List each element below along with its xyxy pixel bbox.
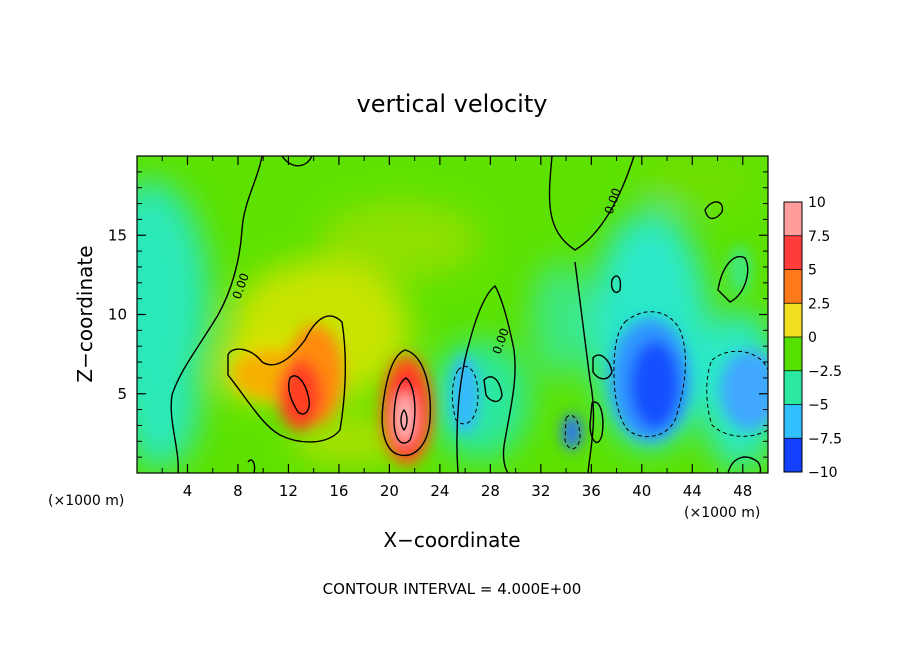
contour-lines [170,156,762,473]
x-unit-left: (×1000 m) [48,493,124,509]
x-tick-label: 32 [531,482,550,500]
colorbar-band [784,269,802,304]
core-contour-inner [393,377,416,444]
zero-contour-right [548,156,635,251]
colorbar-band [784,235,802,270]
y-axis: 5 10 15 [108,171,768,458]
y-tick-label: 10 [108,306,127,324]
x-tick-label: 40 [632,482,651,500]
colorbar-label: 7.5 [808,229,830,245]
x-tick-label: 48 [733,482,752,500]
small-contour-f [727,456,762,473]
x-axis-label: X−coordinate [383,528,520,552]
zero-contour-mid [456,284,516,473]
small-contour-g [592,354,613,380]
x-axis: 4 8 12 16 20 24 28 32 36 40 44 48 [161,156,752,500]
colorbar-band [784,370,802,405]
zero-contour-top [281,156,313,167]
y-axis-label: Z−coordinate [73,245,97,382]
velocity-field [137,156,768,473]
core-contour-max [400,408,408,432]
neg-contour-main [613,311,686,438]
neg-contour-b [564,414,581,450]
chart-title: vertical velocity [357,90,548,118]
colorbar-label: 10 [808,195,826,211]
y-tick-label: 5 [117,385,127,403]
neg-contour-right [706,350,768,437]
colorbar: 10 7.5 5 2.5 0 −2.5 −5 −7.5 −10 [783,195,842,481]
colorbar-label: −10 [808,465,838,481]
zero-contour-right2 [574,261,595,473]
colorbar-label: −7.5 [808,431,842,447]
x-tick-label: 28 [481,482,500,500]
small-contour-c [704,201,724,220]
colorbar-label: 5 [808,263,817,279]
colorbar-band [784,404,802,439]
x-tick-label: 12 [279,482,298,500]
updraft-contour-outer [227,315,347,443]
colorbar-band [784,303,802,337]
negative-contours [451,311,768,450]
x-unit-right: (×1000 m) [684,505,760,521]
colorbar-band [784,438,802,472]
colorbar-label: −2.5 [808,364,842,380]
x-tick-label: 20 [380,482,399,500]
x-tick-label: 24 [430,482,449,500]
colorbar-label: 0 [808,330,817,346]
colorbar-band [784,202,802,236]
colorbar-band [784,337,802,371]
small-contour-b [589,401,604,444]
x-tick-label: 16 [329,482,348,500]
x-tick-label: 44 [683,482,702,500]
contour-interval-footer: CONTOUR INTERVAL = 4.000E+00 [323,580,582,598]
x-tick-label: 8 [233,482,243,500]
small-contour-e [247,459,256,473]
neg-contour-a [451,365,479,425]
zero-contour-left [170,156,263,473]
core-contour-outer [381,349,432,457]
updraft-contour-inner [288,375,310,415]
small-contour-h [610,275,622,294]
small-contour-d [717,255,749,303]
colorbar-label: 2.5 [808,296,830,312]
x-tick-label: 4 [183,482,193,500]
colorbar-label: −5 [808,398,829,414]
x-tick-label: 36 [582,482,601,500]
small-contour-a [483,376,503,403]
field-features [233,245,768,465]
y-tick-label: 15 [108,226,127,244]
